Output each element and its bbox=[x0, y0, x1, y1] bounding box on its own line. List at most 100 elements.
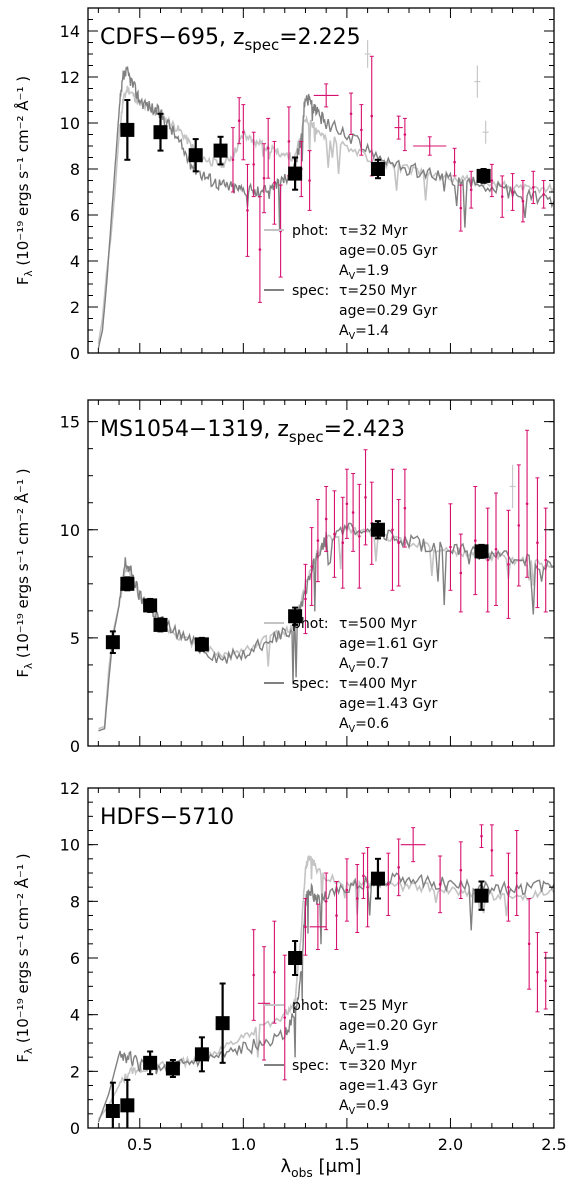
spectrum-point bbox=[469, 170, 474, 209]
photometry-point bbox=[474, 880, 489, 911]
photometry-point bbox=[288, 156, 303, 191]
spectrum-point bbox=[510, 173, 515, 211]
photometry-point bbox=[370, 520, 385, 540]
axis-ticks bbox=[88, 787, 555, 1129]
spectrum-point bbox=[266, 117, 271, 179]
y-tick-label: 8 bbox=[70, 892, 80, 911]
grey-point bbox=[474, 65, 481, 98]
legend-phot-line: τ=32 Myr bbox=[339, 223, 408, 239]
spectrum-point bbox=[363, 449, 368, 546]
photometry-point bbox=[143, 597, 158, 613]
legend-phot-line: AV=0.7 bbox=[339, 656, 389, 675]
spectrum-point bbox=[334, 881, 339, 950]
y-tick-label: 6 bbox=[70, 206, 80, 225]
spectrum-point bbox=[516, 464, 521, 587]
plot-frame bbox=[87, 787, 555, 1129]
photometry-point bbox=[215, 982, 230, 1064]
photometry-point bbox=[105, 1081, 120, 1128]
photometry-point bbox=[165, 1059, 180, 1078]
plot-area bbox=[98, 429, 554, 732]
photometry-point bbox=[188, 138, 203, 173]
spectrum-point bbox=[500, 175, 505, 218]
spectrum-point bbox=[365, 847, 370, 928]
legend-phot-line: AV=1.9 bbox=[339, 263, 389, 282]
y-tick-label: 2 bbox=[70, 298, 80, 317]
legend-spec-line: AV=0.9 bbox=[339, 1098, 389, 1117]
spectrum-point bbox=[527, 898, 532, 990]
spectrum-point bbox=[307, 150, 312, 211]
spectrum-point bbox=[324, 872, 329, 931]
spectrum-point bbox=[390, 468, 395, 591]
spec-model-line bbox=[97, 66, 554, 349]
spectrum-point bbox=[251, 131, 256, 198]
photometry-point bbox=[288, 940, 303, 976]
legend-phot-line: τ=500 Myr bbox=[339, 616, 417, 632]
x-tick-label: 1.0 bbox=[231, 1135, 256, 1154]
x-tick-label: 0.5 bbox=[127, 1135, 152, 1154]
grey-point bbox=[482, 120, 489, 144]
photometry-point bbox=[120, 1078, 135, 1128]
spectrum-point bbox=[531, 170, 536, 204]
spectrum-point bbox=[541, 180, 546, 209]
legend-phot-label: phot: bbox=[292, 616, 329, 632]
y-tick-label: 12 bbox=[60, 68, 80, 87]
spectrum-point bbox=[396, 838, 401, 897]
y-tick-label: 15 bbox=[60, 413, 80, 432]
spectrum-point bbox=[286, 106, 291, 177]
legend-phot-line: age=0.05 Gyr bbox=[339, 243, 438, 259]
spectrum-point bbox=[506, 852, 511, 922]
spectrum-point bbox=[237, 97, 242, 145]
spectrum-point bbox=[257, 946, 271, 1061]
panel-2: 0 5 10 15 MS1054−1319, zspec=2.423 phot: τ=500… bbox=[13, 399, 555, 756]
spectrum-point bbox=[413, 136, 447, 156]
photometry-point bbox=[370, 857, 385, 900]
photometry-point bbox=[288, 606, 303, 626]
y-axis-label: Fλ (10⁻¹⁹ ergs s⁻¹ cm⁻² Å⁻¹ ) bbox=[13, 76, 35, 285]
spectrum-point bbox=[386, 852, 391, 916]
y-axis-label: Fλ (10⁻¹⁹ ergs s⁻¹ cm⁻² Å⁻¹ ) bbox=[13, 468, 35, 677]
spectrum-point bbox=[357, 483, 362, 589]
y-tick-label: 12 bbox=[60, 779, 80, 798]
axis-ticks bbox=[88, 400, 555, 747]
plot-frame bbox=[87, 399, 555, 747]
y-tick-label: 4 bbox=[70, 252, 80, 271]
spectrum-point bbox=[272, 140, 277, 225]
y-tick-label: 0 bbox=[70, 344, 80, 363]
spectrum-point bbox=[458, 533, 463, 613]
spectrum-point bbox=[543, 507, 548, 613]
legend-spec-line: τ=320 Myr bbox=[339, 1058, 417, 1074]
spectrum-point bbox=[355, 864, 360, 933]
y-tick-label: 4 bbox=[70, 1006, 80, 1025]
spectrum-point bbox=[514, 830, 519, 916]
legend-spec-line: τ=250 Myr bbox=[339, 283, 417, 299]
spectrum-point bbox=[340, 496, 345, 589]
y-tick-label: 10 bbox=[60, 114, 80, 133]
photometry-point bbox=[194, 636, 209, 652]
spectrum-point bbox=[448, 503, 453, 591]
legend-spec-line: age=1.43 Gyr bbox=[339, 696, 438, 712]
spectrum-point bbox=[489, 163, 494, 198]
photometry-point bbox=[105, 630, 120, 655]
spectrum-point bbox=[303, 898, 308, 956]
legend-spec-line: age=1.43 Gyr bbox=[339, 1078, 438, 1094]
grey-point bbox=[509, 464, 516, 509]
spectrum-point bbox=[520, 180, 525, 223]
axis-ticks bbox=[88, 7, 555, 354]
y-tick-label: 10 bbox=[60, 836, 80, 855]
spectrum-point bbox=[535, 477, 540, 609]
spectrum-point bbox=[506, 509, 511, 619]
photometry-point bbox=[153, 617, 168, 633]
spectrum-point bbox=[485, 507, 490, 613]
spectrum-point bbox=[543, 951, 548, 1010]
x-tick-label: 2.0 bbox=[438, 1135, 463, 1154]
legend-spec-line: AV=1.4 bbox=[339, 323, 389, 342]
spectrum-point bbox=[458, 184, 463, 232]
spectrum-point bbox=[396, 498, 401, 587]
photometry-point bbox=[370, 158, 385, 180]
legend-spec-label: spec: bbox=[292, 676, 329, 692]
spectrum-point bbox=[452, 147, 457, 177]
plot-area bbox=[97, 824, 554, 1128]
grey-point bbox=[364, 40, 371, 68]
y-tick-label: 8 bbox=[70, 160, 80, 179]
y-axis-label: Fλ (10⁻¹⁹ ergs s⁻¹ cm⁻² Å⁻¹ ) bbox=[13, 853, 35, 1062]
